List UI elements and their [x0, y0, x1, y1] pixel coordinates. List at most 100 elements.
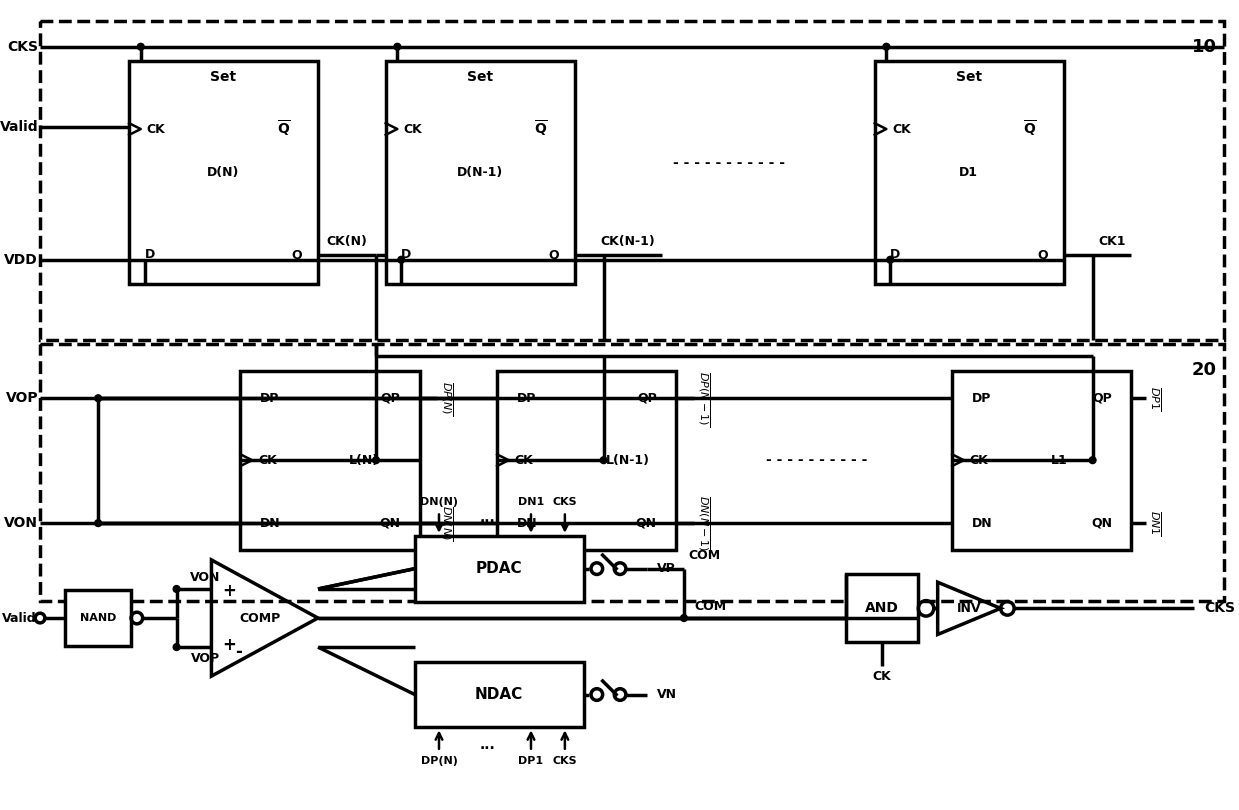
Text: CK: CK	[970, 454, 989, 467]
Text: VDD: VDD	[5, 253, 38, 266]
Text: $\overline{DN1}$: $\overline{DN1}$	[1147, 510, 1162, 536]
Text: CK: CK	[872, 670, 891, 683]
FancyBboxPatch shape	[875, 62, 1063, 284]
FancyBboxPatch shape	[240, 371, 420, 550]
Text: L(N-1): L(N-1)	[606, 454, 649, 467]
FancyBboxPatch shape	[129, 62, 318, 284]
Circle shape	[600, 457, 607, 463]
Text: Set: Set	[467, 70, 493, 83]
FancyBboxPatch shape	[66, 590, 131, 646]
Text: -: -	[235, 643, 242, 661]
Text: D: D	[401, 249, 411, 262]
Text: CK: CK	[146, 122, 165, 135]
Text: L(N): L(N)	[349, 454, 379, 467]
Text: DP(N): DP(N)	[420, 757, 457, 766]
Text: NDAC: NDAC	[475, 687, 523, 702]
Text: 10: 10	[1192, 38, 1217, 56]
Text: $\mathbf{\overline{Q}}$: $\mathbf{\overline{Q}}$	[534, 119, 548, 139]
FancyBboxPatch shape	[40, 20, 1224, 340]
Text: D: D	[145, 249, 155, 262]
Text: D(N-1): D(N-1)	[456, 166, 503, 179]
Text: VP: VP	[657, 562, 675, 575]
FancyBboxPatch shape	[385, 62, 575, 284]
Text: PDAC: PDAC	[476, 561, 523, 576]
Text: CK: CK	[514, 454, 533, 467]
Circle shape	[680, 615, 688, 621]
Circle shape	[394, 43, 400, 50]
Text: QN: QN	[1092, 517, 1111, 530]
Circle shape	[373, 457, 379, 463]
Text: DP: DP	[260, 392, 279, 405]
Text: QP: QP	[1093, 392, 1111, 405]
Circle shape	[398, 256, 405, 263]
Text: CK(N): CK(N)	[327, 235, 368, 248]
Text: L1: L1	[1051, 454, 1068, 467]
FancyBboxPatch shape	[953, 371, 1131, 550]
Circle shape	[173, 586, 180, 592]
Circle shape	[883, 43, 890, 50]
Text: VOP: VOP	[191, 652, 221, 665]
Text: CKS: CKS	[553, 757, 577, 766]
Text: ...: ...	[479, 738, 496, 752]
Text: $\overline{DP(N-1)}$: $\overline{DP(N-1)}$	[695, 371, 711, 426]
Text: DP1: DP1	[518, 757, 544, 766]
Text: QP: QP	[637, 392, 657, 405]
Text: D(N): D(N)	[207, 166, 239, 179]
Circle shape	[173, 644, 180, 650]
Text: VOP: VOP	[5, 391, 38, 405]
Text: CK: CK	[892, 122, 911, 135]
Text: CK(N-1): CK(N-1)	[601, 235, 655, 248]
FancyBboxPatch shape	[40, 344, 1224, 600]
Text: DN: DN	[971, 517, 992, 530]
Text: Set: Set	[209, 70, 237, 83]
Text: COMP: COMP	[239, 612, 280, 625]
Text: Set: Set	[955, 70, 981, 83]
FancyBboxPatch shape	[415, 662, 585, 727]
Text: 20: 20	[1192, 361, 1217, 379]
Text: Q: Q	[549, 249, 559, 262]
Text: DN(N): DN(N)	[420, 497, 458, 507]
Text: +: +	[222, 582, 235, 600]
Text: CKS: CKS	[1204, 601, 1235, 616]
Circle shape	[94, 394, 102, 402]
Text: $\overline{DN(N)}$: $\overline{DN(N)}$	[439, 505, 455, 541]
Text: CK: CK	[258, 454, 276, 467]
FancyBboxPatch shape	[846, 574, 918, 642]
Text: DP: DP	[971, 392, 991, 405]
Text: COM: COM	[694, 600, 726, 613]
Text: CKS: CKS	[553, 497, 577, 507]
Text: $\mathbf{\overline{Q}}$: $\mathbf{\overline{Q}}$	[1022, 119, 1037, 139]
Text: DN: DN	[517, 517, 536, 530]
Text: DP: DP	[517, 392, 535, 405]
Text: D1: D1	[959, 166, 978, 179]
Text: ...: ...	[479, 511, 496, 526]
Text: - - - - - - - - - - -: - - - - - - - - - - -	[674, 156, 786, 170]
Text: NAND: NAND	[81, 613, 116, 623]
Text: VON: VON	[191, 571, 221, 584]
Text: D: D	[891, 249, 901, 262]
Text: DN1: DN1	[518, 497, 544, 507]
Text: CK1: CK1	[1098, 235, 1126, 248]
FancyBboxPatch shape	[497, 371, 676, 550]
Text: CK: CK	[403, 122, 422, 135]
Circle shape	[1089, 457, 1097, 463]
Text: COM: COM	[689, 548, 721, 561]
Text: AND: AND	[865, 601, 898, 616]
Text: Valid: Valid	[1, 612, 36, 625]
Text: Q: Q	[292, 249, 302, 262]
Text: $\overline{DP1}$: $\overline{DP1}$	[1147, 386, 1162, 411]
Text: +: +	[222, 636, 235, 654]
Text: $\mathbf{\overline{Q}}$: $\mathbf{\overline{Q}}$	[278, 119, 291, 139]
Text: QP: QP	[380, 392, 400, 405]
Text: Q: Q	[1037, 249, 1048, 262]
FancyBboxPatch shape	[415, 535, 585, 602]
Text: INV: INV	[957, 602, 981, 615]
Text: $\overline{DN(N-1)}$: $\overline{DN(N-1)}$	[695, 495, 711, 552]
Circle shape	[887, 256, 893, 263]
Text: QN: QN	[379, 517, 400, 530]
Circle shape	[138, 43, 144, 50]
Text: $\overline{DP(N)}$: $\overline{DP(N)}$	[439, 381, 455, 416]
Text: DN: DN	[260, 517, 280, 530]
Text: VON: VON	[4, 516, 38, 530]
Text: VN: VN	[657, 688, 676, 701]
